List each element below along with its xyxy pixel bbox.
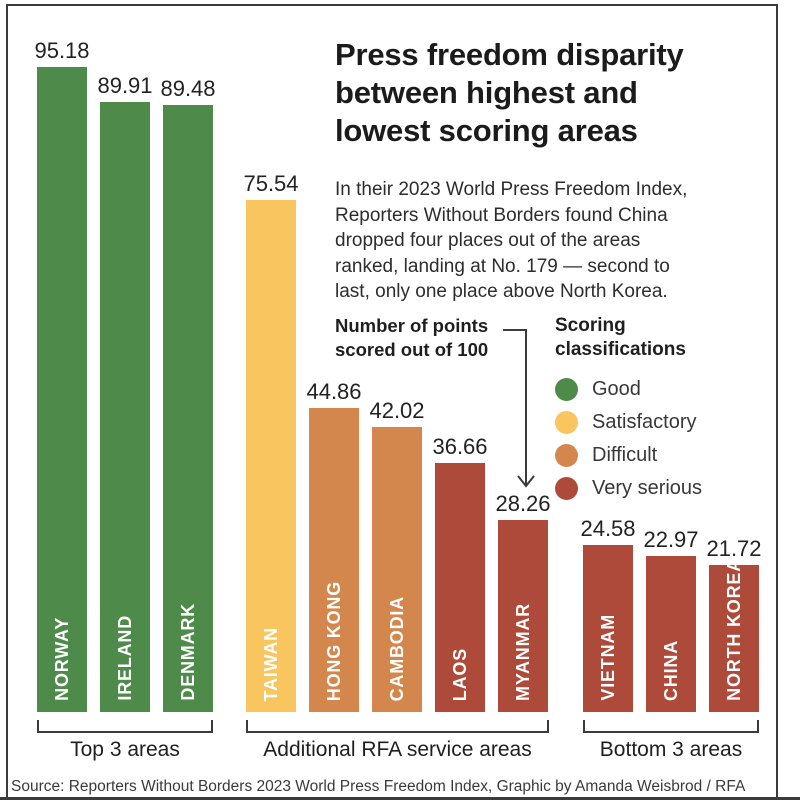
bar-label: CAMBODIA bbox=[386, 595, 407, 701]
bar-label: DENMARK bbox=[177, 603, 198, 701]
annotation-arrow-icon bbox=[503, 329, 535, 488]
bar-value: 75.54 bbox=[243, 170, 299, 196]
legend-item: Satisfactory bbox=[555, 406, 775, 439]
legend-item: Very serious bbox=[555, 472, 775, 505]
bar: 21.72 NORTH KOREA bbox=[706, 536, 762, 712]
legend-items: Good Satisfactory Difficult Very serious bbox=[555, 373, 775, 505]
bar: 36.66 LAOS bbox=[432, 434, 488, 712]
legend-item-label: Difficult bbox=[592, 444, 658, 466]
subtitle-line: last, only one place above North Korea. bbox=[335, 281, 668, 302]
legend-item: Difficult bbox=[555, 439, 775, 472]
bar-label: MYANMAR bbox=[512, 603, 533, 701]
bar-value: 21.72 bbox=[706, 535, 762, 561]
bar: 75.54 TAIWAN bbox=[243, 171, 299, 712]
page-title: Press freedom disparity between highest … bbox=[335, 36, 775, 150]
bar-label: NORTH KOREA bbox=[723, 558, 744, 701]
bar-value: 89.48 bbox=[160, 76, 216, 102]
legend-swatch-icon bbox=[555, 378, 578, 401]
bar-value: 28.26 bbox=[495, 491, 551, 517]
bar: 44.86 HONG KONG bbox=[306, 379, 362, 712]
legend-title: Scoring classifications bbox=[555, 314, 775, 362]
bar-label: VIETNAM bbox=[597, 614, 618, 701]
bar-group-top: 95.18 NORWAY 89.91 IRELAND 89.48 DENMARK bbox=[34, 38, 216, 712]
subtitle-line: dropped four places out of the areas bbox=[335, 230, 641, 251]
legend-swatch-icon bbox=[555, 411, 578, 434]
legend-item-label: Satisfactory bbox=[592, 411, 697, 433]
bar-value: 44.86 bbox=[306, 378, 362, 404]
bar-label: CHINA bbox=[660, 640, 681, 701]
subtitle-line: Reporters Without Borders found China bbox=[335, 204, 668, 226]
bar-group-additional: 75.54 TAIWAN 44.86 HONG KONG 42.02 CAMBO… bbox=[243, 171, 551, 712]
bar-value: 95.18 bbox=[34, 37, 90, 63]
bar-value: 22.97 bbox=[643, 527, 699, 553]
group-label-additional: Additional RFA service areas bbox=[263, 738, 532, 761]
group-bracket-additional bbox=[246, 720, 549, 733]
group-label-bottom: Bottom 3 areas bbox=[599, 738, 743, 761]
bar: 28.26 MYANMAR bbox=[495, 491, 551, 712]
legend-item: Good bbox=[555, 373, 775, 406]
title-line: Press freedom disparity bbox=[335, 37, 684, 72]
group-bracket-top bbox=[37, 720, 213, 733]
bar-value: 89.91 bbox=[97, 73, 153, 99]
title-line: lowest scoring areas bbox=[335, 113, 638, 148]
bar-group-bottom: 24.58 VIETNAM 22.97 CHINA 21.72 NORTH KO… bbox=[580, 516, 762, 712]
legend-title-line: classifications bbox=[555, 339, 686, 360]
group-label-top: Top 3 areas bbox=[70, 738, 180, 761]
subtitle: In their 2023 World Press Freedom Index,… bbox=[335, 177, 790, 305]
bar-label: TAIWAN bbox=[260, 626, 281, 701]
source-line: Source: Reporters Without Borders 2023 W… bbox=[11, 778, 746, 795]
annotation-line: Number of points bbox=[335, 315, 489, 336]
bar: 95.18 NORWAY bbox=[34, 38, 90, 712]
legend-item-label: Good bbox=[592, 378, 641, 400]
legend-item-label: Very serious bbox=[592, 477, 703, 499]
group-bracket-bottom bbox=[583, 720, 759, 733]
bar: 42.02 CAMBODIA bbox=[369, 398, 425, 712]
annotation-line: scored out of 100 bbox=[335, 339, 489, 360]
legend: Scoring classifications Good Satisfactor… bbox=[555, 314, 775, 505]
bar-value: 42.02 bbox=[369, 398, 425, 424]
bar-label: HONG KONG bbox=[323, 580, 344, 701]
bar: 22.97 CHINA bbox=[643, 527, 699, 712]
bar-value: 24.58 bbox=[580, 516, 636, 542]
bar: 24.58 VIETNAM bbox=[580, 516, 636, 712]
bar-label: IRELAND bbox=[114, 615, 135, 701]
bar: 89.91 IRELAND bbox=[97, 73, 153, 712]
bar-label: NORWAY bbox=[51, 617, 72, 701]
subtitle-line: ranked, landing at No. 179 — second to bbox=[335, 255, 670, 277]
legend-swatch-icon bbox=[555, 477, 578, 500]
legend-title-line: Scoring bbox=[555, 315, 626, 336]
bar: 89.48 DENMARK bbox=[160, 76, 216, 712]
title-line: between highest and bbox=[335, 75, 638, 110]
axis-annotation: Number of points scored out of 100 bbox=[335, 314, 535, 362]
bar-value: 36.66 bbox=[432, 434, 488, 460]
bar-label: LAOS bbox=[449, 647, 470, 701]
subtitle-line: In their 2023 World Press Freedom Index, bbox=[335, 179, 688, 200]
legend-swatch-icon bbox=[555, 444, 578, 467]
